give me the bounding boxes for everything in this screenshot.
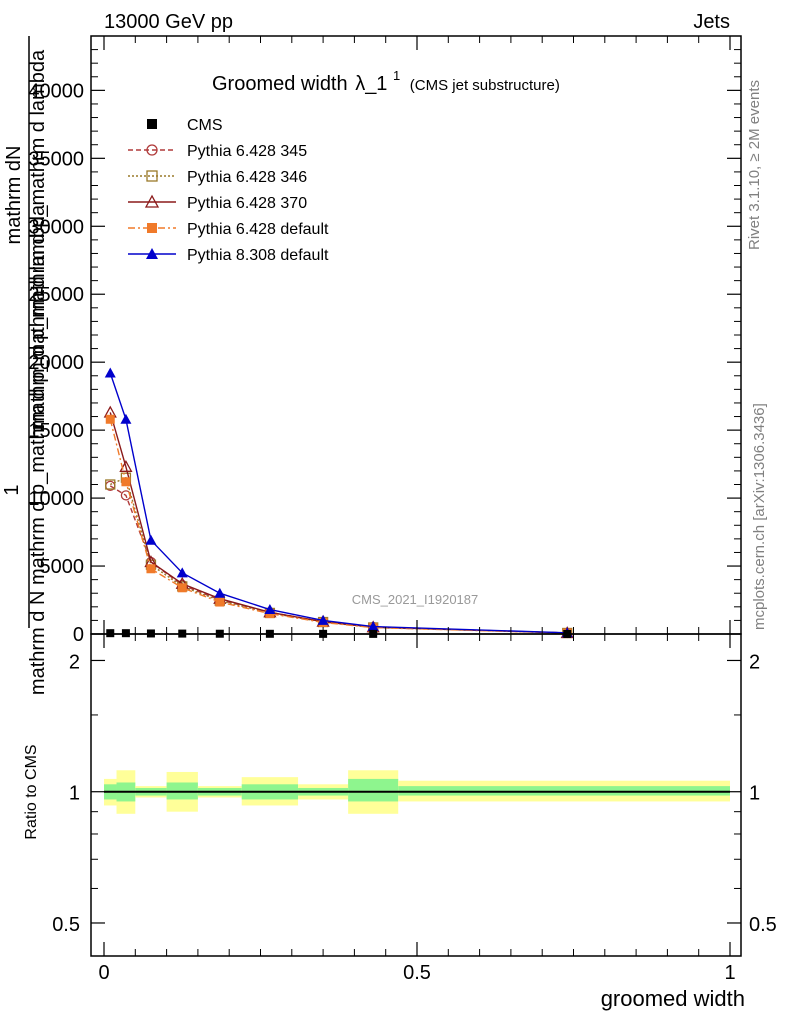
legend-marker-3 xyxy=(144,194,160,208)
title-main: Groomed width xyxy=(212,73,348,95)
series-4-point-2 xyxy=(145,534,157,545)
title-lambda: λ_1 xyxy=(355,73,387,95)
legend-marker-0 xyxy=(147,119,157,129)
series-1-point-0 xyxy=(105,479,116,490)
series-layer xyxy=(103,367,574,639)
ylabel-one: 1 xyxy=(1,484,23,495)
legend-label-5: Pythia 8.308 default xyxy=(187,247,329,264)
series-line-3 xyxy=(109,419,568,634)
ytick-label-3: 15000 xyxy=(28,420,84,442)
ytick-label-4: 20000 xyxy=(28,352,84,374)
ticks-layer: 0 5000 10000 15000 20000 25000 30000 35000 40000… xyxy=(28,36,777,984)
ylabel-numerator: mathrm dN xyxy=(3,146,25,245)
series-line-4 xyxy=(109,372,568,634)
ytick-label-1: 5000 xyxy=(40,556,85,578)
rtick-label-left-0: 0.5 xyxy=(52,914,80,936)
xtick-label-0: 0 xyxy=(98,962,109,984)
series-4-point-6 xyxy=(317,614,329,625)
analysis-id-label: CMS_2021_I1920187 xyxy=(352,592,479,607)
rtick-label-left-1: 1 xyxy=(69,783,80,805)
ytick-label-7: 35000 xyxy=(28,148,84,170)
rtick-label-right-1: 1 xyxy=(749,783,760,805)
title-sup: 1 xyxy=(393,68,400,83)
legend-label-1: Pythia 6.428 345 xyxy=(187,143,307,160)
site-label: mcplots.cern.ch [arXiv:1306.3436] xyxy=(751,403,768,630)
series-4-point-5 xyxy=(264,604,276,615)
xtick-label-2: 1 xyxy=(724,962,735,984)
beam-label: 13000 GeV pp xyxy=(104,11,233,33)
series-line-1 xyxy=(109,476,568,634)
xtick-label-1: 0.5 xyxy=(403,962,431,984)
process-label: Jets xyxy=(693,11,730,33)
series-4-point-4 xyxy=(214,587,226,598)
legend-label-3: Pythia 6.428 370 xyxy=(187,195,307,212)
rtick-label-right-2: 2 xyxy=(749,651,760,673)
series-3-point-1 xyxy=(121,477,131,487)
rtick-label-right-0: 0.5 xyxy=(749,914,777,936)
legend: CMS Pythia 6.428 345 Pythia 6.428 346 Pythi… xyxy=(128,117,329,264)
series-3-point-3 xyxy=(177,583,187,593)
series-2-point-1 xyxy=(119,459,133,472)
chart-title: Groomed width λ_1 1 (CMS jet substructur… xyxy=(212,63,560,95)
legend-label-2: Pythia 6.428 346 xyxy=(187,169,307,186)
series-3-point-0 xyxy=(105,414,115,424)
rivet-label: Rivet 3.1.10, ≥ 2M events xyxy=(746,80,763,250)
ylabel-numerator-sub: mathrm d p_mathrm d p_mathrm d lambda xyxy=(27,49,49,430)
series-4-point-7 xyxy=(367,621,379,632)
series-line-0 xyxy=(109,485,568,634)
ratio-ylabel: Ratio to CMS xyxy=(23,744,40,839)
series-4-point-1 xyxy=(120,413,132,424)
ytick-label-8: 40000 xyxy=(28,80,84,102)
title-sub: (CMS jet substructure) xyxy=(410,77,560,94)
legend-marker-2 xyxy=(146,170,158,182)
ytick-label-6: 30000 xyxy=(28,216,84,238)
series-line-2 xyxy=(109,412,568,634)
legend-marker-5 xyxy=(146,248,158,259)
series-4-point-0 xyxy=(104,367,116,378)
series-4-point-3 xyxy=(176,567,188,578)
ytick-label-5: 25000 xyxy=(28,284,84,306)
ytick-label-2: 10000 xyxy=(28,488,84,510)
series-3-point-4 xyxy=(215,597,225,607)
legend-label-4: Pythia 6.428 default xyxy=(187,221,329,238)
legend-marker-1 xyxy=(146,144,158,156)
cms-point-1 xyxy=(121,629,130,638)
rtick-label-left-2: 2 xyxy=(69,651,80,673)
ylabel-denominator: mathrm d N mathrm d p_mathrm d p_mathrm … xyxy=(27,204,49,695)
ratio-band-green-7 xyxy=(348,778,399,802)
legend-label-0: CMS xyxy=(187,117,223,134)
cms-point-0 xyxy=(106,629,115,638)
series-3-point-2 xyxy=(146,564,156,574)
legend-marker-4 xyxy=(147,223,157,233)
ratio-frame xyxy=(90,633,742,957)
xlabel: groomed width xyxy=(601,986,745,1011)
ytick-label-0: 0 xyxy=(73,624,84,646)
